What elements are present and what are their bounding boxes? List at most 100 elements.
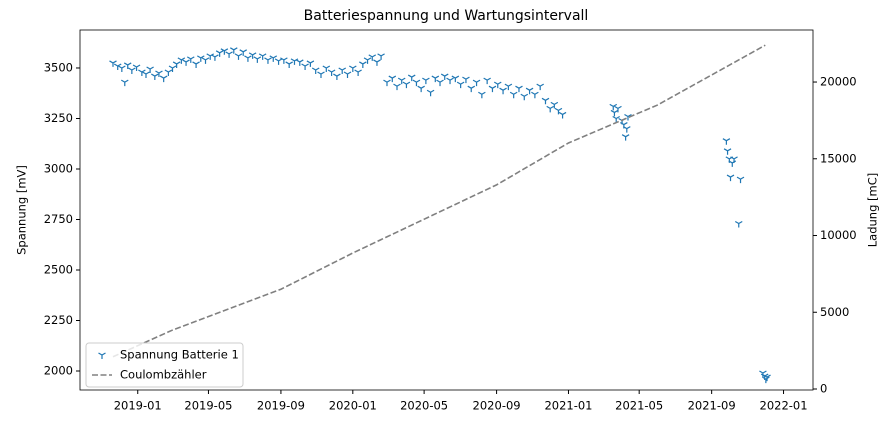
data-point (317, 71, 325, 79)
data-point (192, 61, 200, 68)
plot-frame (79, 29, 814, 391)
data-point (354, 69, 362, 77)
data-point (412, 79, 421, 87)
data-point (446, 77, 454, 85)
x-tick-label: 2020-09 (473, 399, 521, 413)
data-point (467, 85, 476, 93)
x-tick-label: 2021-05 (615, 399, 663, 413)
data-point (211, 54, 219, 61)
data-point (327, 69, 336, 77)
data-point (138, 69, 146, 77)
data-point (239, 49, 248, 56)
data-point (248, 52, 257, 59)
y2-tick-label: 5000 (820, 305, 849, 319)
y-tick-label: 3250 (44, 111, 73, 125)
x-tick-label: 2020-05 (400, 399, 448, 413)
data-point (488, 85, 497, 93)
data-point (730, 156, 738, 163)
data-point (359, 61, 367, 68)
data-point (609, 103, 618, 111)
data-point (168, 65, 177, 72)
data-point (373, 59, 381, 66)
data-point (229, 47, 238, 54)
data-point (407, 74, 416, 82)
data-point (397, 77, 406, 85)
x-tick-label: 2019-01 (114, 399, 162, 413)
data-point (244, 55, 252, 62)
data-point (417, 85, 425, 93)
x-tick-label: 2022-01 (760, 399, 808, 413)
data-point (333, 73, 341, 81)
data-point (451, 75, 460, 83)
data-point (493, 81, 502, 89)
data-point (762, 376, 770, 384)
x-tick-label: 2019-05 (184, 399, 232, 413)
y2-tick-label: 20000 (820, 75, 857, 89)
data-point (426, 89, 435, 97)
data-point (253, 56, 262, 63)
data-point (393, 83, 401, 91)
data-point (554, 107, 563, 115)
data-point (621, 134, 630, 141)
x-tick-label: 2021-09 (688, 399, 736, 413)
data-line (112, 44, 766, 358)
data-point (146, 66, 154, 73)
x-tick-label: 2020-01 (329, 399, 377, 413)
data-point (285, 61, 293, 68)
data-point (624, 113, 632, 121)
data-point (123, 62, 132, 69)
y-tick-label: 2750 (44, 212, 73, 226)
data-point (472, 79, 481, 87)
data-point (269, 55, 278, 62)
data-point (225, 51, 233, 58)
x-tick-label: 2019-09 (257, 399, 305, 413)
legend-marker (98, 352, 106, 359)
y2-tick-label: 10000 (820, 228, 857, 242)
data-point (177, 57, 186, 64)
data-point (306, 60, 315, 67)
data-point (155, 70, 163, 78)
data-point (295, 59, 304, 66)
y-tick-label: 2500 (44, 263, 73, 277)
data-point (546, 105, 555, 113)
data-point (383, 79, 391, 87)
data-point (509, 91, 518, 99)
data-point (159, 75, 168, 83)
data-point (614, 105, 622, 113)
data-point (525, 87, 534, 95)
data-point (531, 91, 539, 99)
x-tick-label: 2021-01 (544, 399, 592, 413)
data-point (290, 58, 299, 65)
data-point (722, 138, 731, 145)
data-point (504, 83, 513, 91)
data-point (550, 101, 559, 109)
legend-label: Coulombzähler (120, 368, 207, 382)
data-point (422, 77, 430, 85)
data-point (402, 81, 411, 89)
data-point (541, 97, 550, 105)
data-point (536, 83, 544, 91)
data-point (723, 148, 732, 155)
data-point (186, 56, 195, 63)
data-point (172, 61, 181, 68)
data-point (462, 76, 470, 84)
data-point (113, 63, 122, 70)
data-point (363, 57, 372, 64)
data-point (128, 67, 136, 74)
data-point (132, 64, 141, 71)
y-tick-label: 2000 (44, 364, 73, 378)
data-point (456, 81, 465, 89)
data-point (431, 75, 440, 83)
data-point (610, 109, 619, 117)
data-point (623, 126, 631, 133)
data-point (164, 69, 173, 77)
data-point (377, 53, 385, 60)
data-point (220, 48, 229, 55)
data-point (118, 65, 126, 72)
data-point (734, 221, 743, 228)
data-point (520, 93, 529, 101)
data-point (142, 71, 150, 79)
data-point (215, 50, 224, 57)
data-point (499, 87, 507, 95)
